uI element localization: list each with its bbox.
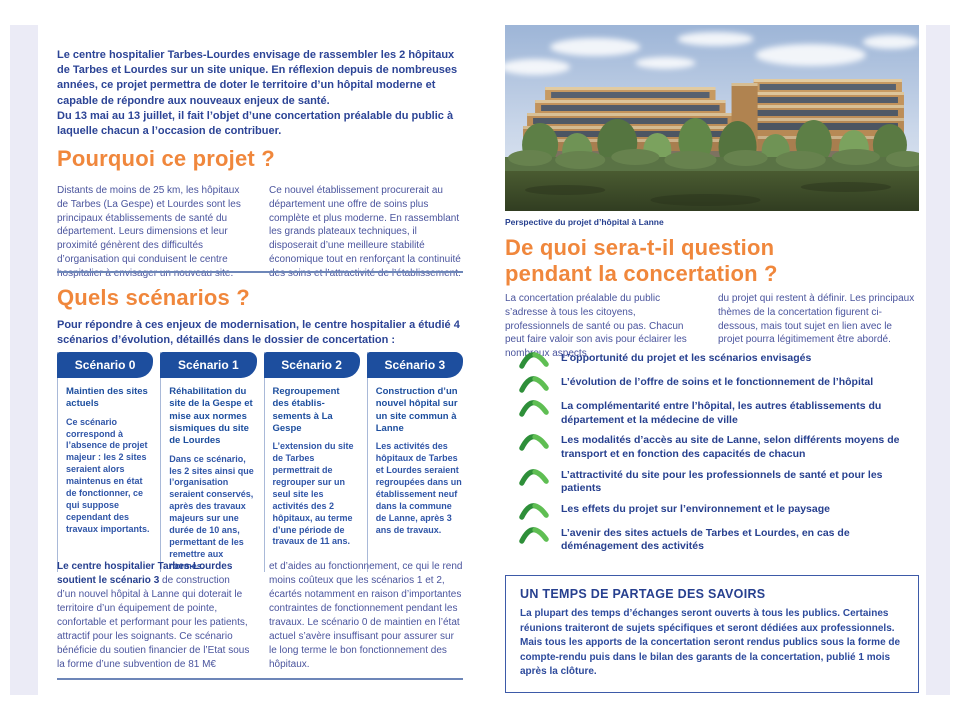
section-divider [57, 678, 463, 680]
topics-list: L’opportunité du projet et les scénarios… [519, 352, 919, 561]
scenario-0-subtitle: Maintien des sites actuels [66, 386, 148, 410]
scenarios-intro: Pour répondre à ces enjeux de modernisat… [57, 319, 460, 347]
knowledge-sharing-body: La plupart des temps d’échanges seront o… [520, 608, 901, 677]
scenarios-section-title: Quels scénarios ? [57, 285, 250, 310]
photo-caption: Perspective du projet d’hôpital à Lanne [505, 217, 664, 227]
topic-label: Les effets du projet sur l’environnement… [561, 502, 830, 515]
green-swoosh-icon [519, 376, 549, 393]
intro-paragraph-1: Le centre hospitalier Tarbes-Lourdes env… [57, 49, 458, 107]
section-divider [57, 271, 463, 273]
scenario-2-subtitle: Regroupement des établis-sements à La Ge… [272, 386, 340, 435]
scenario-cards: Scénario 0 Maintien des sites actuels Ce… [57, 352, 463, 573]
green-swoosh-icon [519, 400, 549, 417]
hospital-rendering-image [505, 25, 919, 211]
scenario-2-tab: Scénario 2 [263, 352, 360, 378]
scenario-card-1: Scénario 1 Réhabilitation du site de la … [160, 352, 257, 573]
list-item: L’avenir des sites actuels de Tarbes et … [519, 527, 919, 554]
list-item: L’opportunité du projet et les scénarios… [519, 352, 919, 369]
question-section-title: De quoi sera-t-il question pendant la co… [505, 235, 778, 286]
knowledge-sharing-box: UN TEMPS DE PARTAGE DES SAVOIRS La plupa… [505, 575, 919, 693]
list-item: Les modalités d’accès au site de Lanne, … [519, 434, 919, 461]
scenario-1-subtitle: Réhabilitation du site de la Gespe et mi… [169, 386, 253, 447]
knowledge-sharing-title: UN TEMPS DE PARTAGE DES SAVOIRS [520, 587, 766, 601]
question-col-2: du projet qui restent à définir. Les pri… [718, 293, 915, 346]
why-col-2: Ce nouvel établissement procurerait au d… [269, 185, 461, 279]
why-section-title: Pourquoi ce projet ? [57, 146, 275, 171]
scenario-1-tab: Scénario 1 [160, 352, 257, 378]
scenario-3-body: Les activités des hôpitaux de Tarbes et … [375, 441, 462, 535]
right-lavender-band [926, 25, 950, 695]
list-item: La complémentarité entre l’hôpital, les … [519, 400, 919, 427]
green-swoosh-icon [519, 468, 549, 486]
scenario-card-3: Scénario 3 Construction d’un nouvel hôpi… [366, 352, 463, 573]
right-page: Perspective du projet d’hôpital à Lanne … [505, 0, 919, 720]
conclusion-col-2: et d’aides au fonctionnement, ce qui le … [269, 561, 463, 670]
why-col-1: Distants de moins de 25 km, les hôpitaux… [57, 185, 241, 279]
why-columns: Distants de moins de 25 km, les hôpitaux… [57, 184, 463, 281]
left-page: Le centre hospitalier Tarbes-Lourdes env… [57, 0, 463, 720]
green-swoosh-icon [519, 502, 549, 520]
intro-block: Le centre hospitalier Tarbes-Lourdes env… [57, 48, 463, 139]
list-item: L’attractivité du site pour les professi… [519, 469, 919, 496]
question-columns: La concertation préalable du public s’ad… [505, 292, 919, 361]
topic-label: L’évolution de l’offre de soins et le fo… [561, 376, 874, 388]
scenario-0-tab: Scénario 0 [57, 352, 154, 378]
scenario-0-body: Ce scénario correspond à l’absence de pr… [66, 416, 150, 534]
scenario-1-body: Dans ce scénario, les 2 sites ainsi que … [169, 453, 254, 571]
green-swoosh-icon [519, 352, 549, 369]
topic-label: L’opportunité du projet et les scénarios… [561, 352, 812, 364]
conclusion-lead: Le centre hospitalier Tarbes-Lourdes sou… [57, 561, 233, 586]
conclusion-columns: Le centre hospitalier Tarbes-Lourdes sou… [57, 560, 463, 672]
left-lavender-band [10, 25, 38, 695]
topic-label: L’attractivité du site pour les professi… [561, 468, 883, 495]
list-item: L’évolution de l’offre de soins et le fo… [519, 376, 919, 393]
green-swoosh-icon [519, 434, 549, 451]
topic-label: La complémentarité entre l’hôpital, les … [561, 400, 882, 426]
conclusion-col-1-text: de construction d’un nouvel hôpital à La… [57, 575, 250, 670]
scenario-2-body: L’extension du site de Tarbes permettrai… [272, 441, 354, 547]
scenario-3-tab: Scénario 3 [366, 352, 463, 378]
green-swoosh-icon [519, 526, 549, 544]
scenario-card-0: Scénario 0 Maintien des sites actuels Ce… [57, 352, 154, 573]
topic-label: L’avenir des sites actuels de Tarbes et … [561, 526, 850, 553]
topic-label: Les modalités d’accès au site de Lanne, … [561, 434, 900, 460]
conclusion-col-1: Le centre hospitalier Tarbes-Lourdes sou… [57, 560, 251, 672]
list-item: Les effets du projet sur l’environnement… [519, 503, 919, 520]
question-col-1: La concertation préalable du public s’ad… [505, 293, 687, 360]
intro-paragraph-2: Du 13 mai au 13 juillet, il fait l’objet… [57, 109, 454, 137]
scenario-card-2: Scénario 2 Regroupement des établis-seme… [263, 352, 360, 573]
scenario-3-subtitle: Construction d’un nouvel hôpital sur un … [375, 386, 458, 435]
